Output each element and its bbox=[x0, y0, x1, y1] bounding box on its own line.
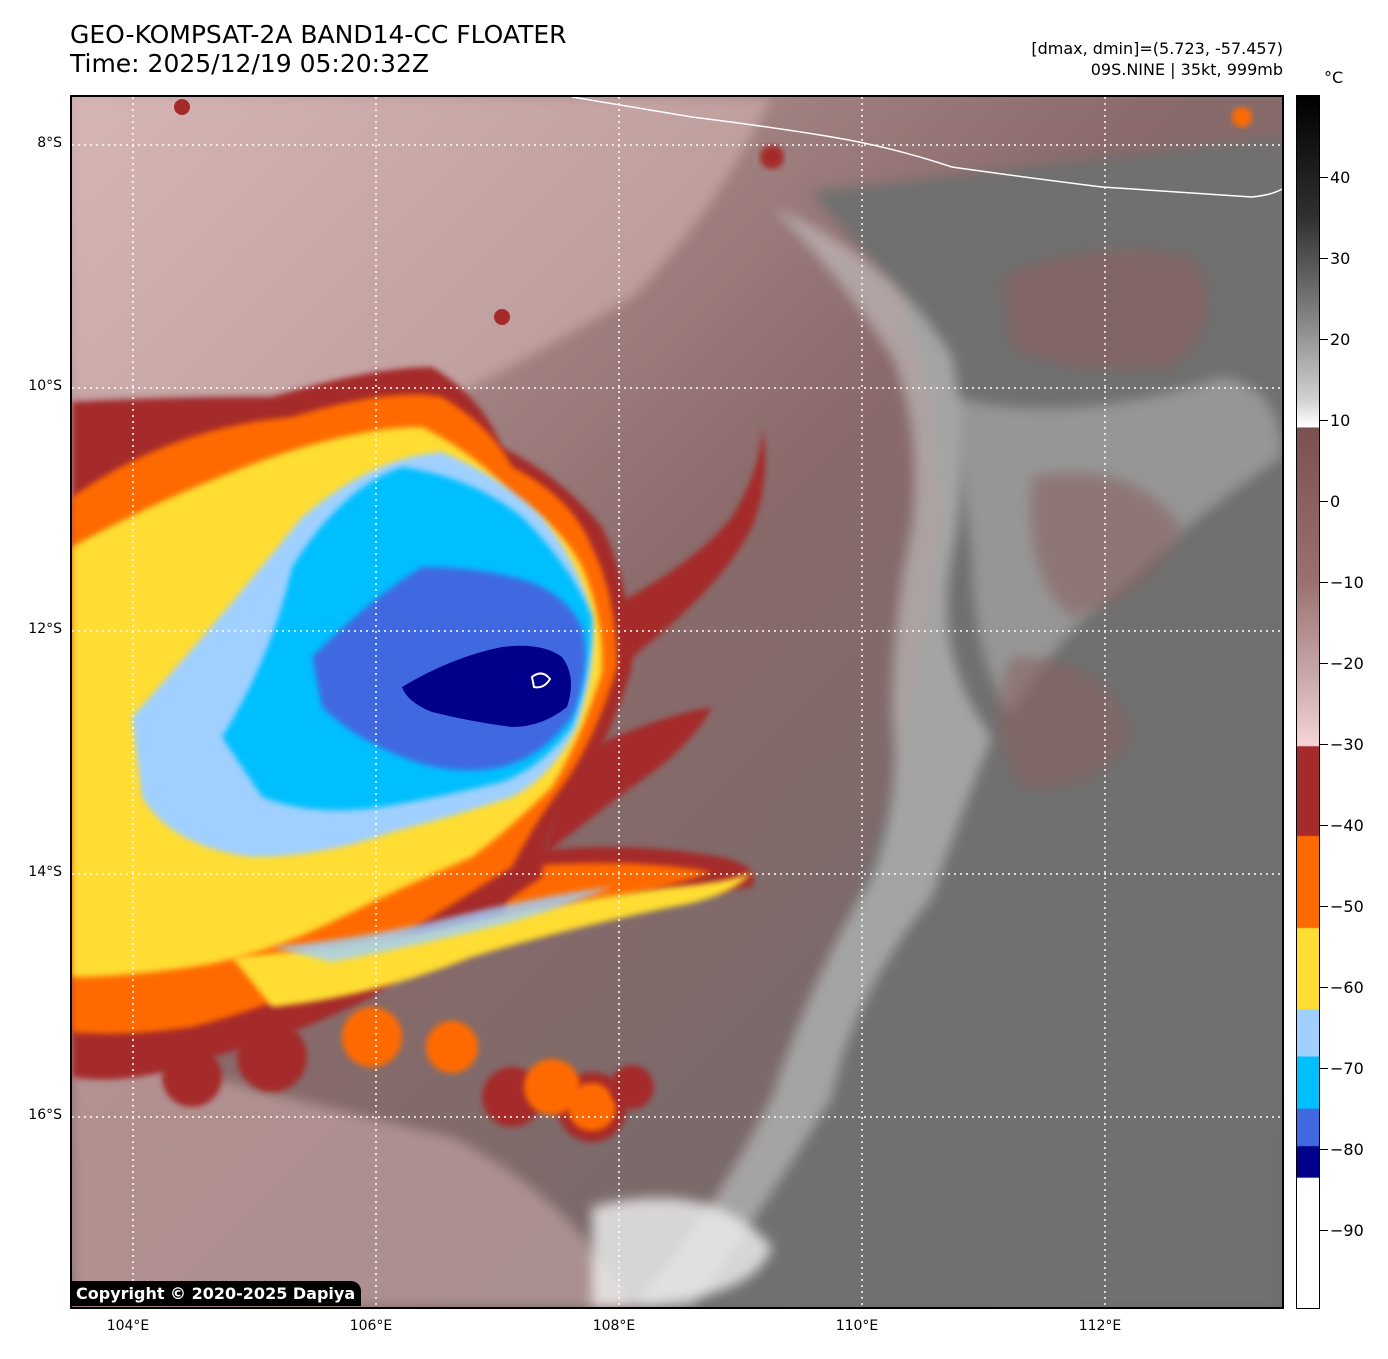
lat-label-16s: 16°S bbox=[28, 1107, 62, 1123]
lat-label-12s: 12°S bbox=[28, 621, 62, 637]
lat-label-10s: 10°S bbox=[28, 378, 62, 394]
cbar-label-30: 30 bbox=[1330, 249, 1351, 268]
stats-line: [dmax, dmin]=(5.723, -57.457) bbox=[1031, 39, 1283, 58]
satellite-image bbox=[70, 95, 1284, 1309]
lat-label-14s: 14°S bbox=[28, 864, 62, 880]
lon-label-104e: 104°E bbox=[106, 1318, 150, 1334]
lon-label-106e: 106°E bbox=[349, 1318, 393, 1334]
cbar-label-neg80: −80 bbox=[1330, 1140, 1364, 1159]
cbar-tick-neg20 bbox=[1320, 663, 1328, 664]
cbar-tick-neg90 bbox=[1320, 1230, 1328, 1231]
cbar-label-neg10: −10 bbox=[1330, 573, 1364, 592]
cbar-label-neg50: −50 bbox=[1330, 897, 1364, 916]
cbar-label-neg30: −30 bbox=[1330, 735, 1364, 754]
storm-line: 09S.NINE | 35kt, 999mb bbox=[1090, 60, 1283, 79]
cbar-label-10: 10 bbox=[1330, 411, 1351, 430]
title-line-1: GEO-KOMPSAT-2A BAND14-CC FLOATER bbox=[70, 20, 567, 49]
chart-title: GEO-KOMPSAT-2A BAND14-CC FLOATER Time: 2… bbox=[70, 20, 567, 78]
cbar-tick-neg10 bbox=[1320, 582, 1328, 583]
lon-label-112e: 112°E bbox=[1078, 1318, 1122, 1334]
cbar-label-neg60: −60 bbox=[1330, 978, 1364, 997]
lon-label-108e: 108°E bbox=[592, 1318, 636, 1334]
cbar-tick-30 bbox=[1320, 258, 1328, 259]
cbar-label-0: 0 bbox=[1330, 492, 1341, 511]
colorbar-unit: °C bbox=[1324, 68, 1344, 87]
cbar-tick-20 bbox=[1320, 339, 1328, 340]
colorbar bbox=[1296, 95, 1320, 1309]
cbar-label-neg20: −20 bbox=[1330, 654, 1364, 673]
cbar-tick-neg80 bbox=[1320, 1149, 1328, 1150]
cbar-label-neg40: −40 bbox=[1330, 816, 1364, 835]
cbar-tick-neg60 bbox=[1320, 987, 1328, 988]
cbar-label-neg90: −90 bbox=[1330, 1221, 1364, 1240]
cbar-label-40: 40 bbox=[1330, 168, 1351, 187]
copyright-label: Copyright © 2020-2025 Dapiya bbox=[70, 1281, 362, 1306]
cbar-tick-neg50 bbox=[1320, 906, 1328, 907]
title-line-2: Time: 2025/12/19 05:20:32Z bbox=[70, 49, 429, 78]
cbar-tick-10 bbox=[1320, 420, 1328, 421]
cbar-tick-neg70 bbox=[1320, 1068, 1328, 1069]
cbar-tick-neg30 bbox=[1320, 744, 1328, 745]
cbar-tick-0 bbox=[1320, 501, 1328, 502]
lon-label-110e: 110°E bbox=[835, 1318, 879, 1334]
cbar-tick-40 bbox=[1320, 177, 1328, 178]
infrared-imagery bbox=[72, 97, 1282, 1307]
graticule bbox=[72, 97, 1282, 1307]
lat-label-8s: 8°S bbox=[37, 135, 62, 151]
cbar-label-20: 20 bbox=[1330, 330, 1351, 349]
cbar-label-neg70: −70 bbox=[1330, 1059, 1364, 1078]
cbar-tick-neg40 bbox=[1320, 825, 1328, 826]
info-block: [dmax, dmin]=(5.723, -57.457) 09S.NINE |… bbox=[1031, 38, 1283, 80]
